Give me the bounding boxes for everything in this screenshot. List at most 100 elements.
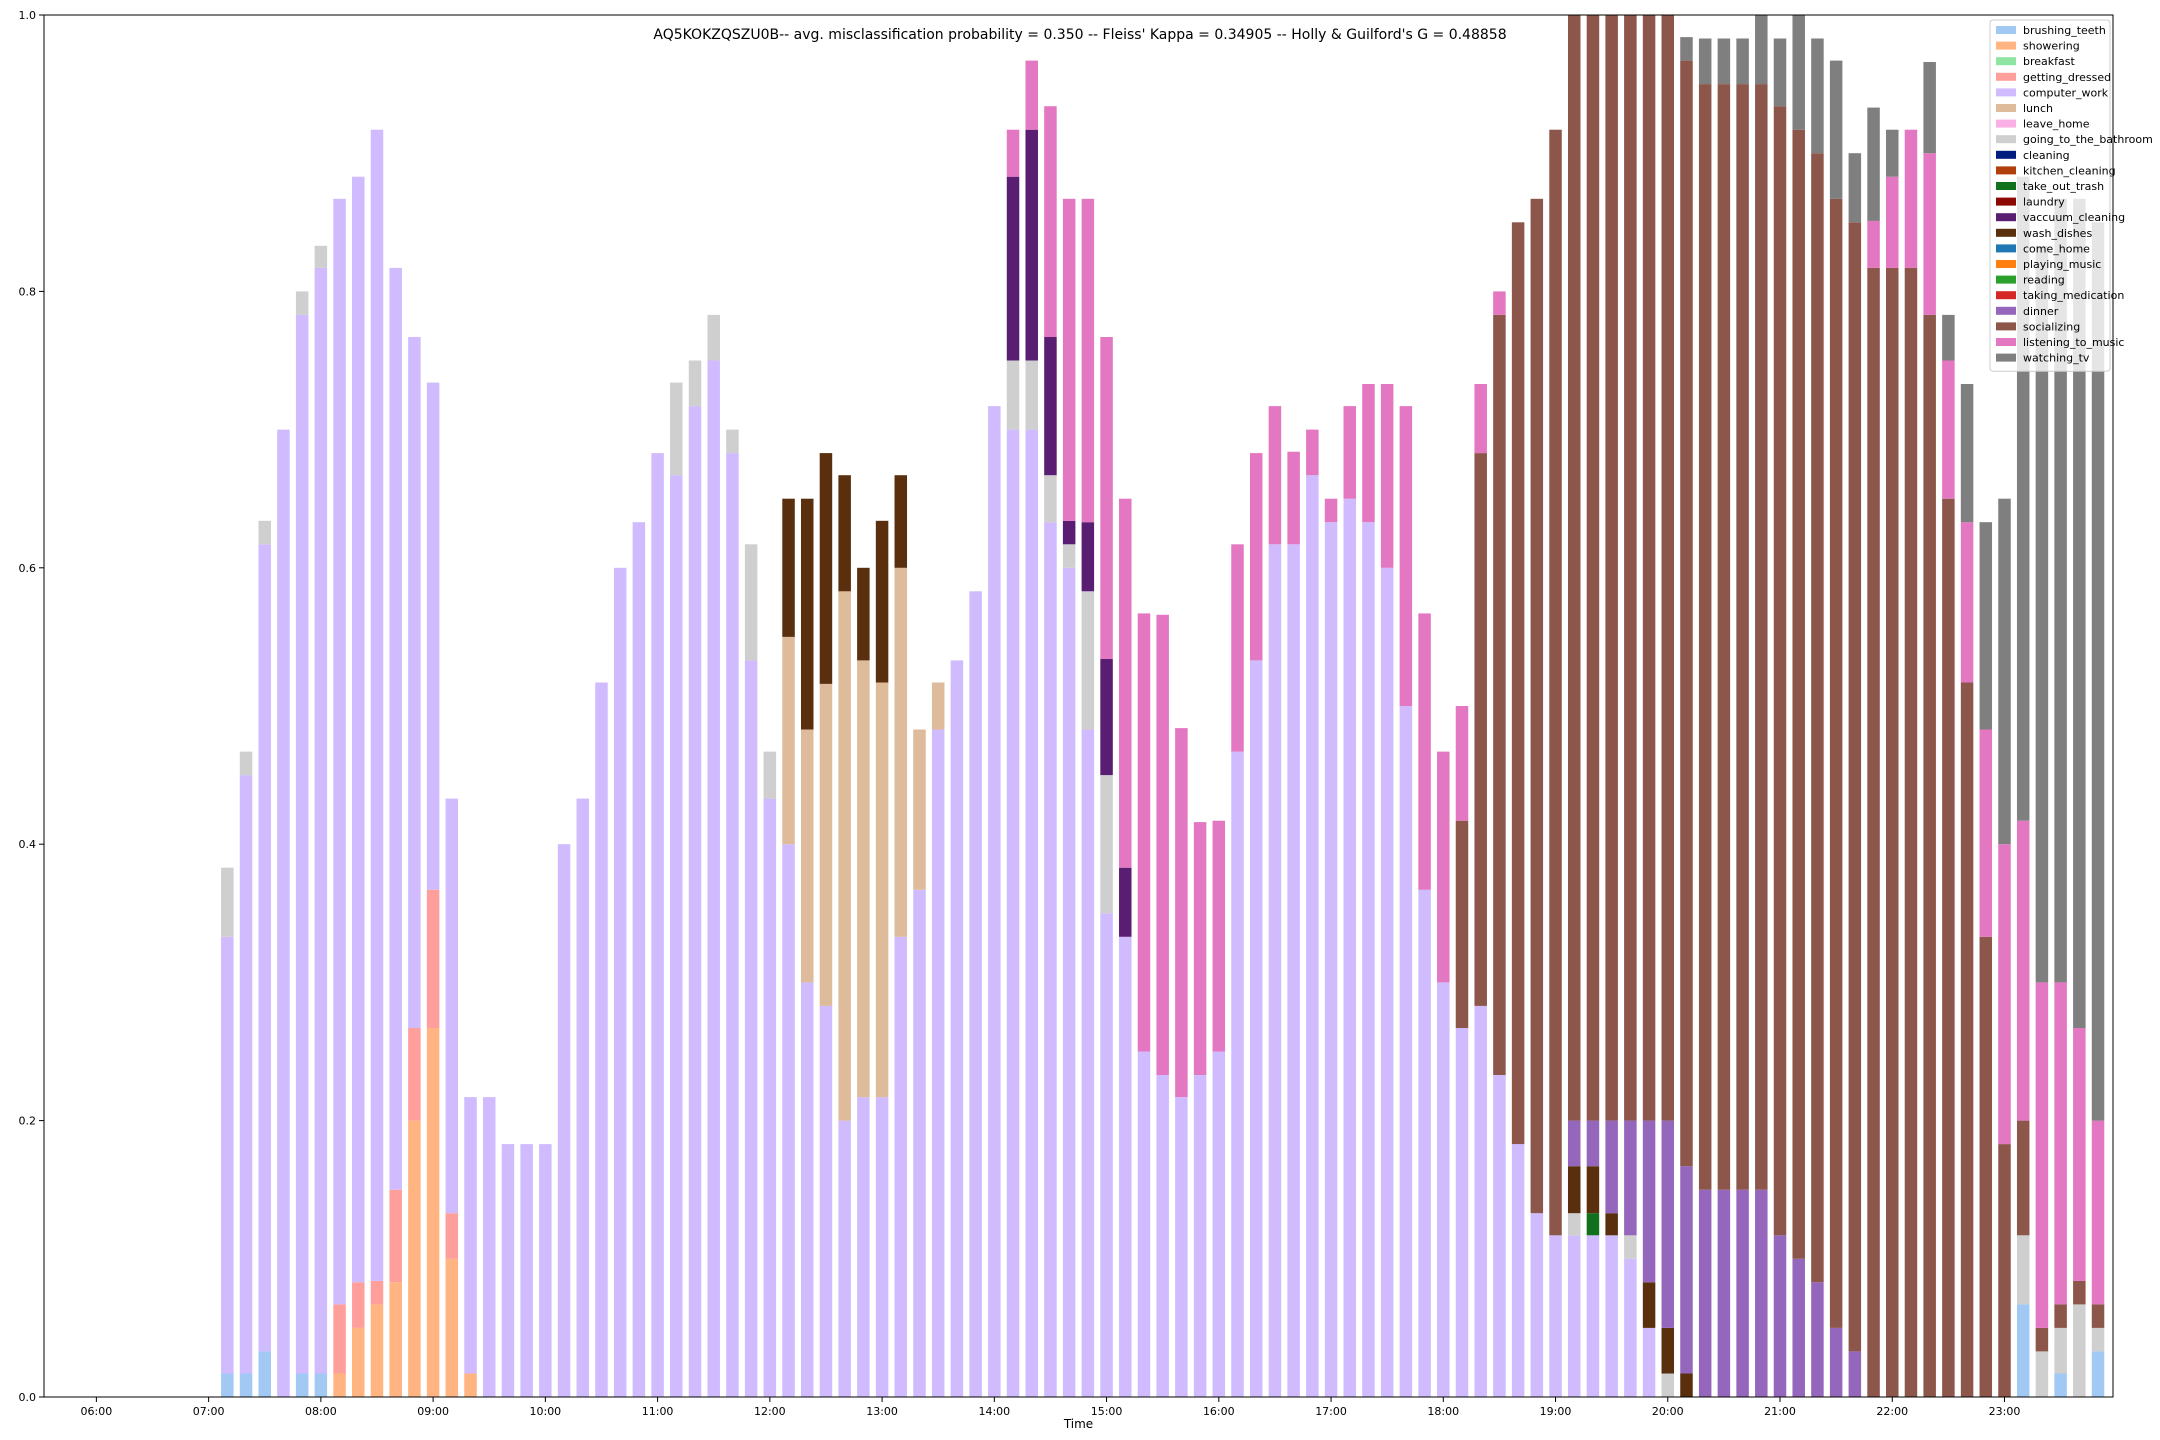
bar-segment-computer_work: [426, 382, 440, 890]
bar-segment-socializing: [1717, 84, 1731, 1190]
bar-segment-wash_dishes: [875, 520, 889, 683]
bar-segment-watching_tv: [1792, 15, 1805, 130]
x-tick-label: 12:00: [754, 1405, 786, 1418]
bar-segment-getting_dressed: [445, 1213, 459, 1259]
bar-segment-computer_work: [1362, 522, 1375, 1397]
bar-segment-showering: [389, 1282, 402, 1397]
bar-segment-dinner: [1698, 1189, 1712, 1397]
bar-segment-computer_work: [239, 775, 253, 1374]
legend-swatch: [1996, 135, 2016, 144]
bar-segment-listening_to_music: [1081, 198, 1095, 523]
bar-segment-socializing: [1755, 84, 1768, 1190]
bar-segment-dinner: [1624, 1120, 1637, 1236]
bar-segment-vaccuum_cleaning: [1006, 176, 1020, 361]
bar-segment-going_to_the_bathroom: [2073, 1304, 2086, 1397]
bar-segment-socializing: [1661, 15, 1675, 1121]
bar-segment-watching_tv: [2035, 245, 2049, 983]
y-tick-label: 0.8: [19, 285, 37, 298]
bar-segment-showering: [464, 1373, 477, 1397]
bar-segment-socializing: [1530, 198, 1544, 1214]
bar-segment-vaccuum_cleaning: [1062, 520, 1076, 545]
bar-segment-dinner: [1605, 1120, 1618, 1214]
bar-segment-dinner: [1811, 1282, 1824, 1397]
bar-segment-listening_to_music: [1942, 360, 1955, 499]
bar-segment-computer_work: [464, 1097, 477, 1374]
bar-segment-listening_to_music: [1904, 129, 1918, 268]
bar-segment-socializing: [1886, 267, 1899, 1397]
bar-segment-computer_work: [520, 1144, 533, 1397]
bar-segment-wash_dishes: [838, 475, 851, 592]
bar-segment-computer_work: [1119, 936, 1132, 1397]
bar-segment-listening_to_music: [1867, 220, 1880, 268]
bar-segment-brushing_teeth: [295, 1373, 309, 1397]
bar-segment-computer_work: [950, 660, 964, 1397]
bar-segment-watching_tv: [2073, 198, 2086, 1029]
bar-segment-listening_to_music: [2073, 1028, 2086, 1281]
bar-segment-computer_work: [1418, 889, 1431, 1397]
bar-segment-computer_work: [1062, 567, 1076, 1397]
bar-segment-computer_work: [838, 1120, 851, 1397]
bar-segment-watching_tv: [1829, 60, 1843, 199]
bar-segment-socializing: [1811, 153, 1824, 1283]
bar-segment-going_to_the_bathroom: [726, 429, 739, 454]
bar-segment-showering: [408, 1120, 421, 1397]
bar-segment-computer_work: [1399, 706, 1413, 1397]
x-tick-label: 21:00: [1764, 1405, 1796, 1418]
bar-segment-listening_to_music: [1119, 498, 1132, 868]
bar-segment-lunch: [894, 567, 908, 937]
bar-segment-dinner: [1848, 1351, 1862, 1397]
bar-segment-listening_to_music: [1025, 60, 1038, 130]
legend-swatch: [1996, 57, 2016, 66]
bar-segment-dinner: [1586, 1120, 1600, 1167]
legend-swatch: [1996, 353, 2016, 362]
bar-segment-going_to_the_bathroom: [221, 867, 234, 937]
x-tick-label: 20:00: [1652, 1405, 1684, 1418]
legend-swatch: [1996, 260, 2016, 268]
y-tick-label: 0.2: [19, 1115, 37, 1128]
legend-label: breakfast: [2023, 55, 2075, 68]
bar-segment-wash_dishes: [1567, 1166, 1581, 1214]
bar-segment-socializing: [1567, 15, 1581, 1121]
legend-swatch: [1996, 306, 2016, 315]
bars-layer: [221, 15, 2105, 1398]
bar-segment-socializing: [2035, 1327, 2049, 1352]
bar-segment-computer_work: [875, 1097, 889, 1397]
bar-segment-socializing: [1867, 267, 1880, 1397]
legend-label: kitchen_cleaning: [2023, 164, 2116, 177]
bar-segment-computer_work: [539, 1144, 552, 1397]
bar-segment-getting_dressed: [408, 1028, 421, 1121]
bar-segment-computer_work: [1268, 544, 1282, 1397]
x-tick-label: 08:00: [305, 1405, 337, 1418]
bar-segment-listening_to_music: [1474, 383, 1487, 454]
legend-label: wash_dishes: [2023, 227, 2092, 240]
bar-segment-going_to_the_bathroom: [744, 544, 758, 661]
bar-segment-lunch: [931, 682, 945, 730]
bar-segment-watching_tv: [1736, 38, 1749, 85]
bar-segment-socializing: [1923, 314, 1936, 1397]
bar-segment-lunch: [875, 682, 889, 1098]
x-tick-label: 23:00: [1989, 1405, 2021, 1418]
bar-segment-socializing: [2091, 1304, 2105, 1328]
bar-segment-computer_work: [1100, 913, 1113, 1397]
legend-label: watching_tv: [2023, 352, 2090, 365]
bar-segment-computer_work: [726, 453, 739, 1398]
bar-segment-going_to_the_bathroom: [2054, 1327, 2067, 1374]
bar-segment-watching_tv: [1923, 61, 1936, 154]
bar-segment-brushing_teeth: [2091, 1351, 2105, 1397]
bar-segment-getting_dressed: [370, 1280, 384, 1305]
bar-segment-watching_tv: [1998, 498, 2011, 845]
bar-segment-wash_dishes: [857, 567, 870, 661]
bar-segment-computer_work: [445, 798, 459, 1214]
bar-segment-going_to_the_bathroom: [1624, 1235, 1637, 1259]
bar-segment-computer_work: [1137, 1051, 1151, 1397]
bar-segment-listening_to_music: [1156, 614, 1169, 1075]
bar-segment-vaccuum_cleaning: [1100, 659, 1113, 776]
bar-segment-lunch: [913, 729, 926, 890]
legend-label: lunch: [2023, 102, 2053, 115]
bar-segment-computer_work: [482, 1097, 496, 1397]
bar-segment-getting_dressed: [389, 1189, 402, 1283]
legend-label: leave_home: [2023, 118, 2090, 131]
bar-segment-watching_tv: [1698, 38, 1712, 85]
bar-segment-vaccuum_cleaning: [1119, 867, 1132, 937]
bar-segment-listening_to_music: [2016, 820, 2030, 1121]
